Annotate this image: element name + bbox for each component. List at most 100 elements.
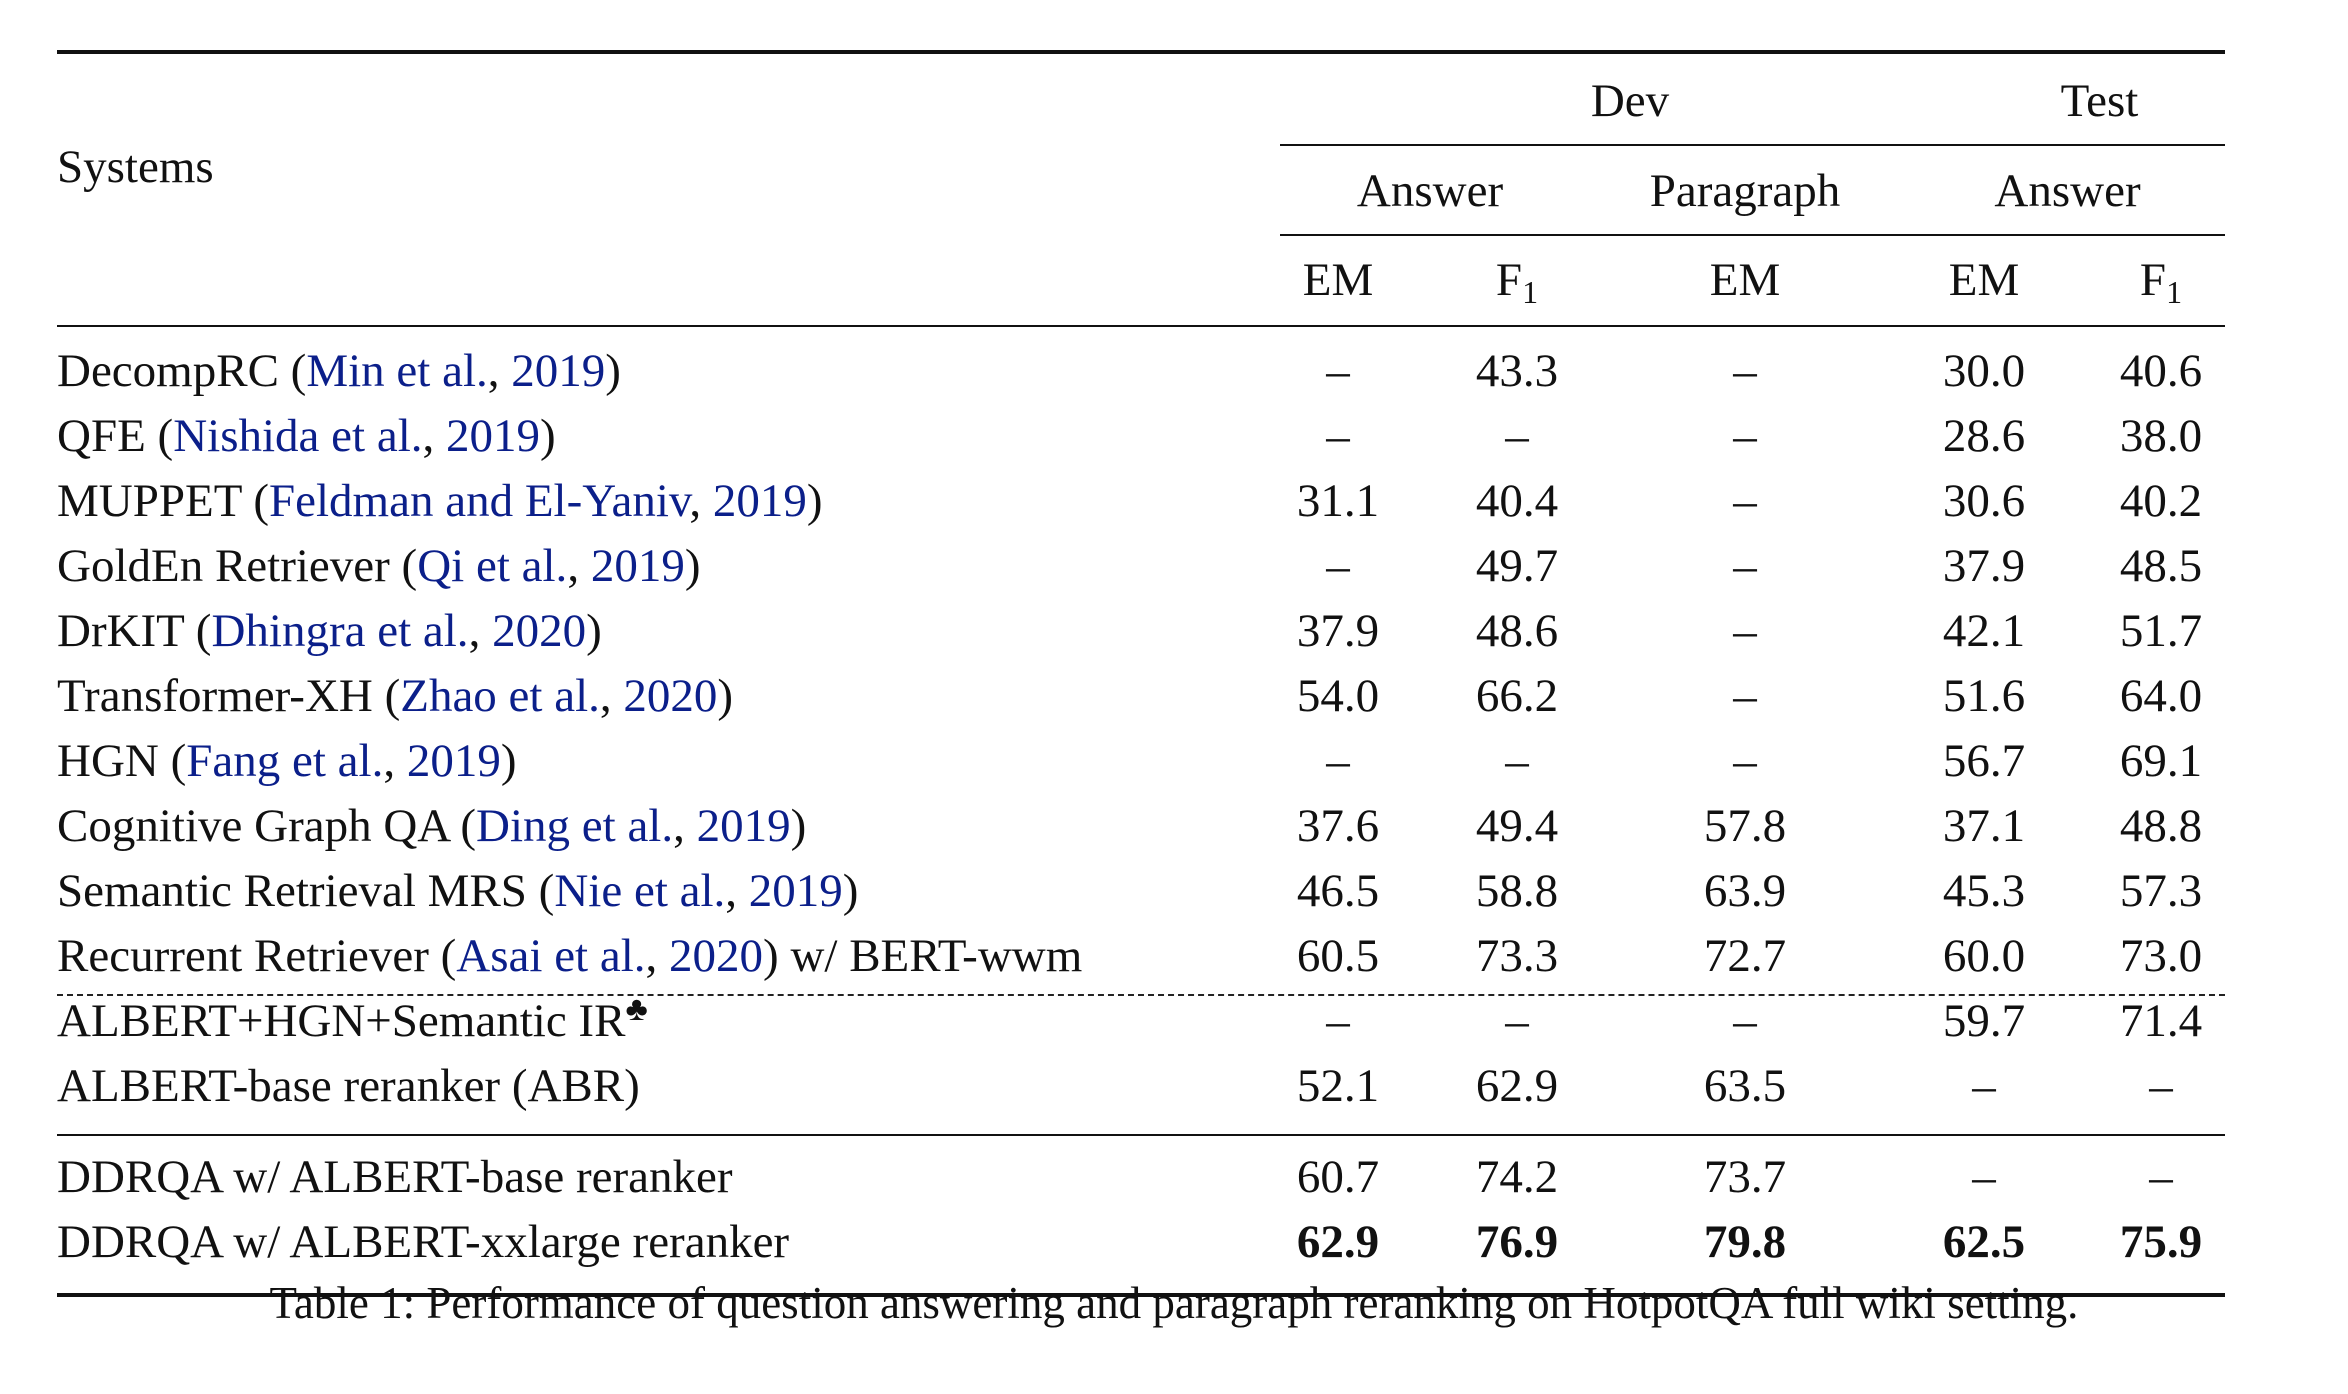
table-cell-dev-f1: – — [1505, 735, 1529, 787]
system-label: DecompRC ( — [57, 345, 307, 397]
citation-year-link[interactable]: 2019 — [748, 865, 843, 917]
table-cell-test-f1: 40.6 — [2119, 345, 2203, 397]
table-cell-para-em: 63.9 — [1703, 865, 1787, 917]
test-f-label: F — [2139, 254, 2167, 306]
citation-authors-link[interactable]: Ding et al. — [476, 800, 674, 852]
citation-authors-link[interactable]: Fang et al. — [186, 735, 384, 787]
table-cell-test-f1: 40.2 — [2119, 475, 2203, 527]
citation-year-link[interactable]: 2020 — [623, 670, 718, 722]
citation-authors-link[interactable]: Qi et al. — [417, 540, 568, 592]
citation-authors-link[interactable]: Zhao et al. — [400, 670, 600, 722]
system-label-tail: ) w/ BERT-wwm — [763, 930, 1083, 982]
table-cell-test-em: 60.0 — [1942, 930, 2026, 982]
table-cell-test-em: 59.7 — [1942, 995, 2026, 1047]
system-name: QFE (Nishida et al., 2019) — [57, 405, 556, 467]
test-f-sub: 1 — [2166, 274, 2183, 310]
table-cell-dev-f1: 40.4 — [1475, 475, 1559, 527]
table-cell-test-em: – — [1972, 1060, 1996, 1112]
dashed-separator — [57, 994, 2225, 996]
citation-authors-link[interactable]: Dhingra et al. — [211, 605, 469, 657]
system-label: Semantic Retrieval MRS ( — [57, 865, 555, 917]
table-cell-para-em: – — [1733, 345, 1757, 397]
citation-separator: , — [689, 475, 713, 527]
para-em-header: EM — [1709, 254, 1781, 306]
table-cell-para-em: 57.8 — [1703, 800, 1787, 852]
dev-f-sub: 1 — [1522, 274, 1539, 310]
table-cell-test-em: 28.6 — [1942, 410, 2026, 462]
system-label: QFE ( — [57, 410, 174, 462]
table-cell-para-em: – — [1733, 605, 1757, 657]
citation-year-link[interactable]: 2019 — [446, 410, 541, 462]
system-name: DDRQA w/ ALBERT-xxlarge reranker — [57, 1211, 789, 1273]
citation-authors-link[interactable]: Asai et al. — [456, 930, 646, 982]
system-label: ALBERT-base reranker (ABR) — [57, 1060, 640, 1112]
table-cell-test-f1: – — [2149, 1151, 2173, 1203]
citation-year-link[interactable]: 2019 — [696, 800, 791, 852]
citation-separator: , — [468, 605, 493, 657]
citation-authors-link[interactable]: Feldman and El-Yaniv — [268, 475, 690, 527]
dev-em-header: EM — [1302, 254, 1374, 306]
table-cell-test-em: 30.6 — [1942, 475, 2026, 527]
system-label: DDRQA w/ ALBERT-xxlarge reranker — [57, 1216, 790, 1268]
table-cell-dev-f1: 66.2 — [1475, 670, 1559, 722]
table-cell-dev-f1: 43.3 — [1475, 345, 1559, 397]
metric-subrule — [1280, 234, 2225, 236]
table-cell-dev-em: 62.9 — [1296, 1216, 1380, 1268]
table-cell-para-em: 79.8 — [1703, 1216, 1787, 1268]
citation-separator: , — [422, 410, 447, 462]
club-symbol-icon: ♣ — [625, 991, 648, 1028]
system-label-tail: ) — [540, 410, 556, 462]
citation-authors-link[interactable]: Nishida et al. — [173, 410, 423, 462]
system-label-tail: ) — [684, 540, 701, 592]
dev-test-subrule — [1280, 144, 2225, 146]
system-name: DecompRC (Min et al., 2019) — [57, 340, 621, 402]
citation-authors-link[interactable]: Min et al. — [306, 345, 488, 397]
table-cell-dev-em: 37.6 — [1296, 800, 1380, 852]
table-cell-test-f1: 51.7 — [2119, 605, 2203, 657]
system-label-tail: ) — [717, 670, 734, 722]
answer-header: Answer — [1356, 165, 1504, 217]
table-cell-dev-em: – — [1326, 345, 1350, 397]
table-cell-para-em: – — [1733, 475, 1757, 527]
system-label: HGN ( — [57, 735, 187, 787]
table-cell-test-em: 37.9 — [1942, 540, 2026, 592]
table-cell-test-f1: 38.0 — [2119, 410, 2203, 462]
table-cell-test-f1: 57.3 — [2119, 865, 2203, 917]
table-cell-test-f1: – — [2149, 1060, 2173, 1112]
test-f1-header: F1 — [2081, 249, 2241, 311]
dev-label: Dev — [1590, 75, 1670, 127]
table-cell-dev-em: 37.9 — [1296, 605, 1380, 657]
system-name: ALBERT+HGN+Semantic IR♣ — [57, 990, 648, 1052]
paragraph-header: Paragraph — [1649, 165, 1841, 217]
citation-year-link[interactable]: 2020 — [669, 930, 764, 982]
citation-separator: , — [487, 345, 512, 397]
system-label-tail: ) — [806, 475, 823, 527]
system-label: DDRQA w/ ALBERT-base reranker — [57, 1151, 733, 1203]
table-cell-test-f1: 71.4 — [2119, 995, 2203, 1047]
table-cell-test-em: 51.6 — [1942, 670, 2026, 722]
system-label: Transformer-XH ( — [57, 670, 401, 722]
table-cell-para-em: – — [1733, 995, 1757, 1047]
table-cell-test-em: 37.1 — [1942, 800, 2026, 852]
table-cell-test-em: 62.5 — [1942, 1216, 2026, 1268]
top-rule — [57, 50, 2225, 54]
table-cell-dev-em: 60.7 — [1296, 1151, 1380, 1203]
table-cell-dev-f1: 49.4 — [1475, 800, 1559, 852]
citation-year-link[interactable]: 2019 — [511, 345, 606, 397]
citation-year-link[interactable]: 2020 — [492, 605, 587, 657]
citation-year-link[interactable]: 2019 — [712, 475, 807, 527]
table-cell-test-f1: 48.8 — [2119, 800, 2203, 852]
table-cell-para-em: – — [1733, 410, 1757, 462]
table-cell-dev-f1: – — [1505, 995, 1529, 1047]
citation-authors-link[interactable]: Nie et al. — [554, 865, 726, 917]
table-cell-dev-f1: 62.9 — [1475, 1060, 1559, 1112]
table-cell-dev-f1: 48.6 — [1475, 605, 1559, 657]
citation-year-link[interactable]: 2019 — [406, 735, 501, 787]
table-cell-dev-em: 54.0 — [1296, 670, 1380, 722]
citation-year-link[interactable]: 2019 — [590, 540, 685, 592]
table-cell-para-em: – — [1733, 670, 1757, 722]
group-rule — [57, 1134, 2225, 1136]
system-label: Recurrent Retriever ( — [57, 930, 457, 982]
dev-f1-header: F1 — [1437, 249, 1597, 311]
citation-separator: , — [645, 930, 670, 982]
